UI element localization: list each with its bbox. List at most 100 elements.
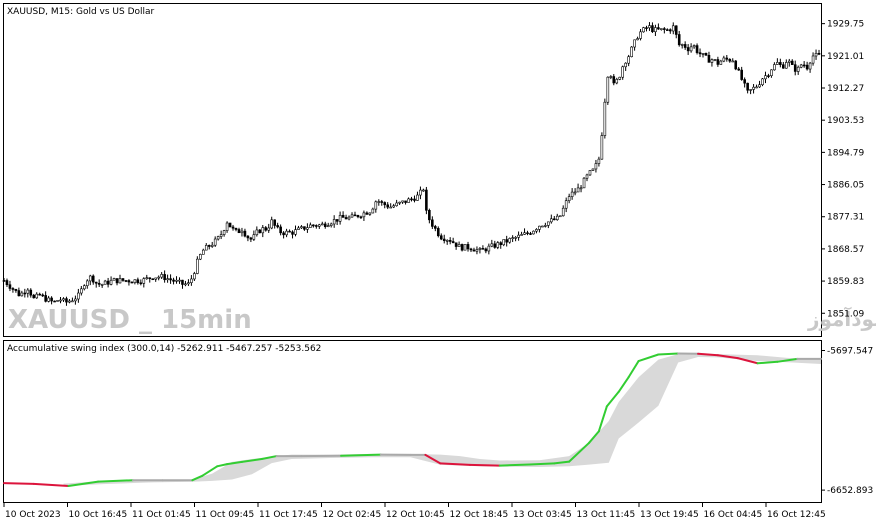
candle <box>630 46 633 58</box>
candle <box>490 239 494 248</box>
candle <box>770 69 773 78</box>
candle <box>270 216 274 230</box>
candle <box>779 58 782 68</box>
candle <box>8 280 12 292</box>
candle <box>773 62 776 71</box>
candle <box>178 277 181 284</box>
candle <box>240 227 244 237</box>
candle <box>118 274 122 284</box>
indicator-panel-frame <box>3 340 822 503</box>
candle <box>603 98 607 139</box>
asi-segment <box>756 360 779 365</box>
candle <box>249 236 253 243</box>
candle <box>71 297 74 303</box>
candle <box>749 89 752 95</box>
asi-segment <box>240 458 263 463</box>
candle <box>243 228 247 238</box>
candle <box>734 60 738 71</box>
candle <box>710 58 714 67</box>
candle <box>68 299 71 304</box>
candle <box>187 279 190 287</box>
candle <box>115 278 119 286</box>
candle <box>811 52 815 66</box>
candle <box>582 177 586 189</box>
time-tick-label: 11 Oct 01:45 <box>132 510 191 520</box>
time-tick-label: 13 Oct 19:45 <box>640 510 699 520</box>
candle <box>121 278 125 282</box>
candle <box>413 195 416 203</box>
candle <box>282 231 285 239</box>
candle <box>74 295 77 305</box>
candle <box>14 288 18 293</box>
candle <box>213 236 217 247</box>
candle <box>416 191 419 201</box>
candle <box>315 224 318 229</box>
candle <box>350 212 354 218</box>
asi-segment <box>340 453 382 457</box>
candle <box>383 201 387 209</box>
candle <box>56 299 59 302</box>
candle <box>716 56 720 67</box>
candle <box>329 222 333 228</box>
asi-segment <box>67 480 100 488</box>
candle <box>184 280 187 287</box>
candle <box>538 225 541 233</box>
candle <box>323 221 327 229</box>
candle <box>26 288 30 298</box>
candle <box>255 226 259 237</box>
candle <box>347 215 351 221</box>
time-tick-label: 12 Oct 18:45 <box>450 510 509 520</box>
candle <box>460 243 464 252</box>
candle <box>326 222 330 228</box>
candle <box>817 49 821 56</box>
time-tick-label: 12 Oct 02:45 <box>323 510 382 520</box>
asi-segment <box>97 479 134 483</box>
candle <box>642 26 645 33</box>
time-tick-label: 10 Oct 16:45 <box>69 510 128 520</box>
candle <box>523 228 526 235</box>
candle <box>552 216 556 221</box>
candle <box>386 202 390 210</box>
candle <box>439 233 443 241</box>
candle <box>133 279 137 285</box>
candle <box>53 300 56 303</box>
candle <box>219 230 223 240</box>
candle <box>404 200 407 205</box>
candle <box>154 277 158 282</box>
candle <box>94 281 98 288</box>
candle <box>704 52 708 56</box>
band-area <box>63 353 821 486</box>
candle <box>166 274 169 283</box>
candle <box>686 44 690 55</box>
candle <box>805 61 809 71</box>
candle <box>285 228 288 238</box>
candle <box>555 213 559 221</box>
candle <box>38 292 41 296</box>
candle <box>802 61 806 68</box>
candle <box>124 280 128 283</box>
candle <box>591 168 595 172</box>
candle <box>576 183 580 193</box>
candle <box>320 221 324 226</box>
price-tick-label: 1921.01 <box>827 52 864 62</box>
candle <box>790 59 794 65</box>
candle <box>484 247 488 254</box>
candle <box>752 84 755 94</box>
candle <box>175 276 178 284</box>
candle <box>463 244 467 251</box>
watermark-site: انتشار در سایت سودآموز <box>807 306 876 331</box>
candle <box>193 271 196 282</box>
candle <box>17 287 21 297</box>
candle <box>419 186 422 200</box>
asi-segment <box>776 357 799 363</box>
candle <box>35 292 39 299</box>
candle <box>505 235 508 247</box>
candle <box>796 65 800 75</box>
candlestick-series <box>2 22 821 306</box>
price-tick-label: 1886.05 <box>827 181 864 191</box>
candle <box>335 219 339 226</box>
candle <box>541 225 544 228</box>
candle <box>648 22 651 31</box>
candle <box>341 211 345 218</box>
